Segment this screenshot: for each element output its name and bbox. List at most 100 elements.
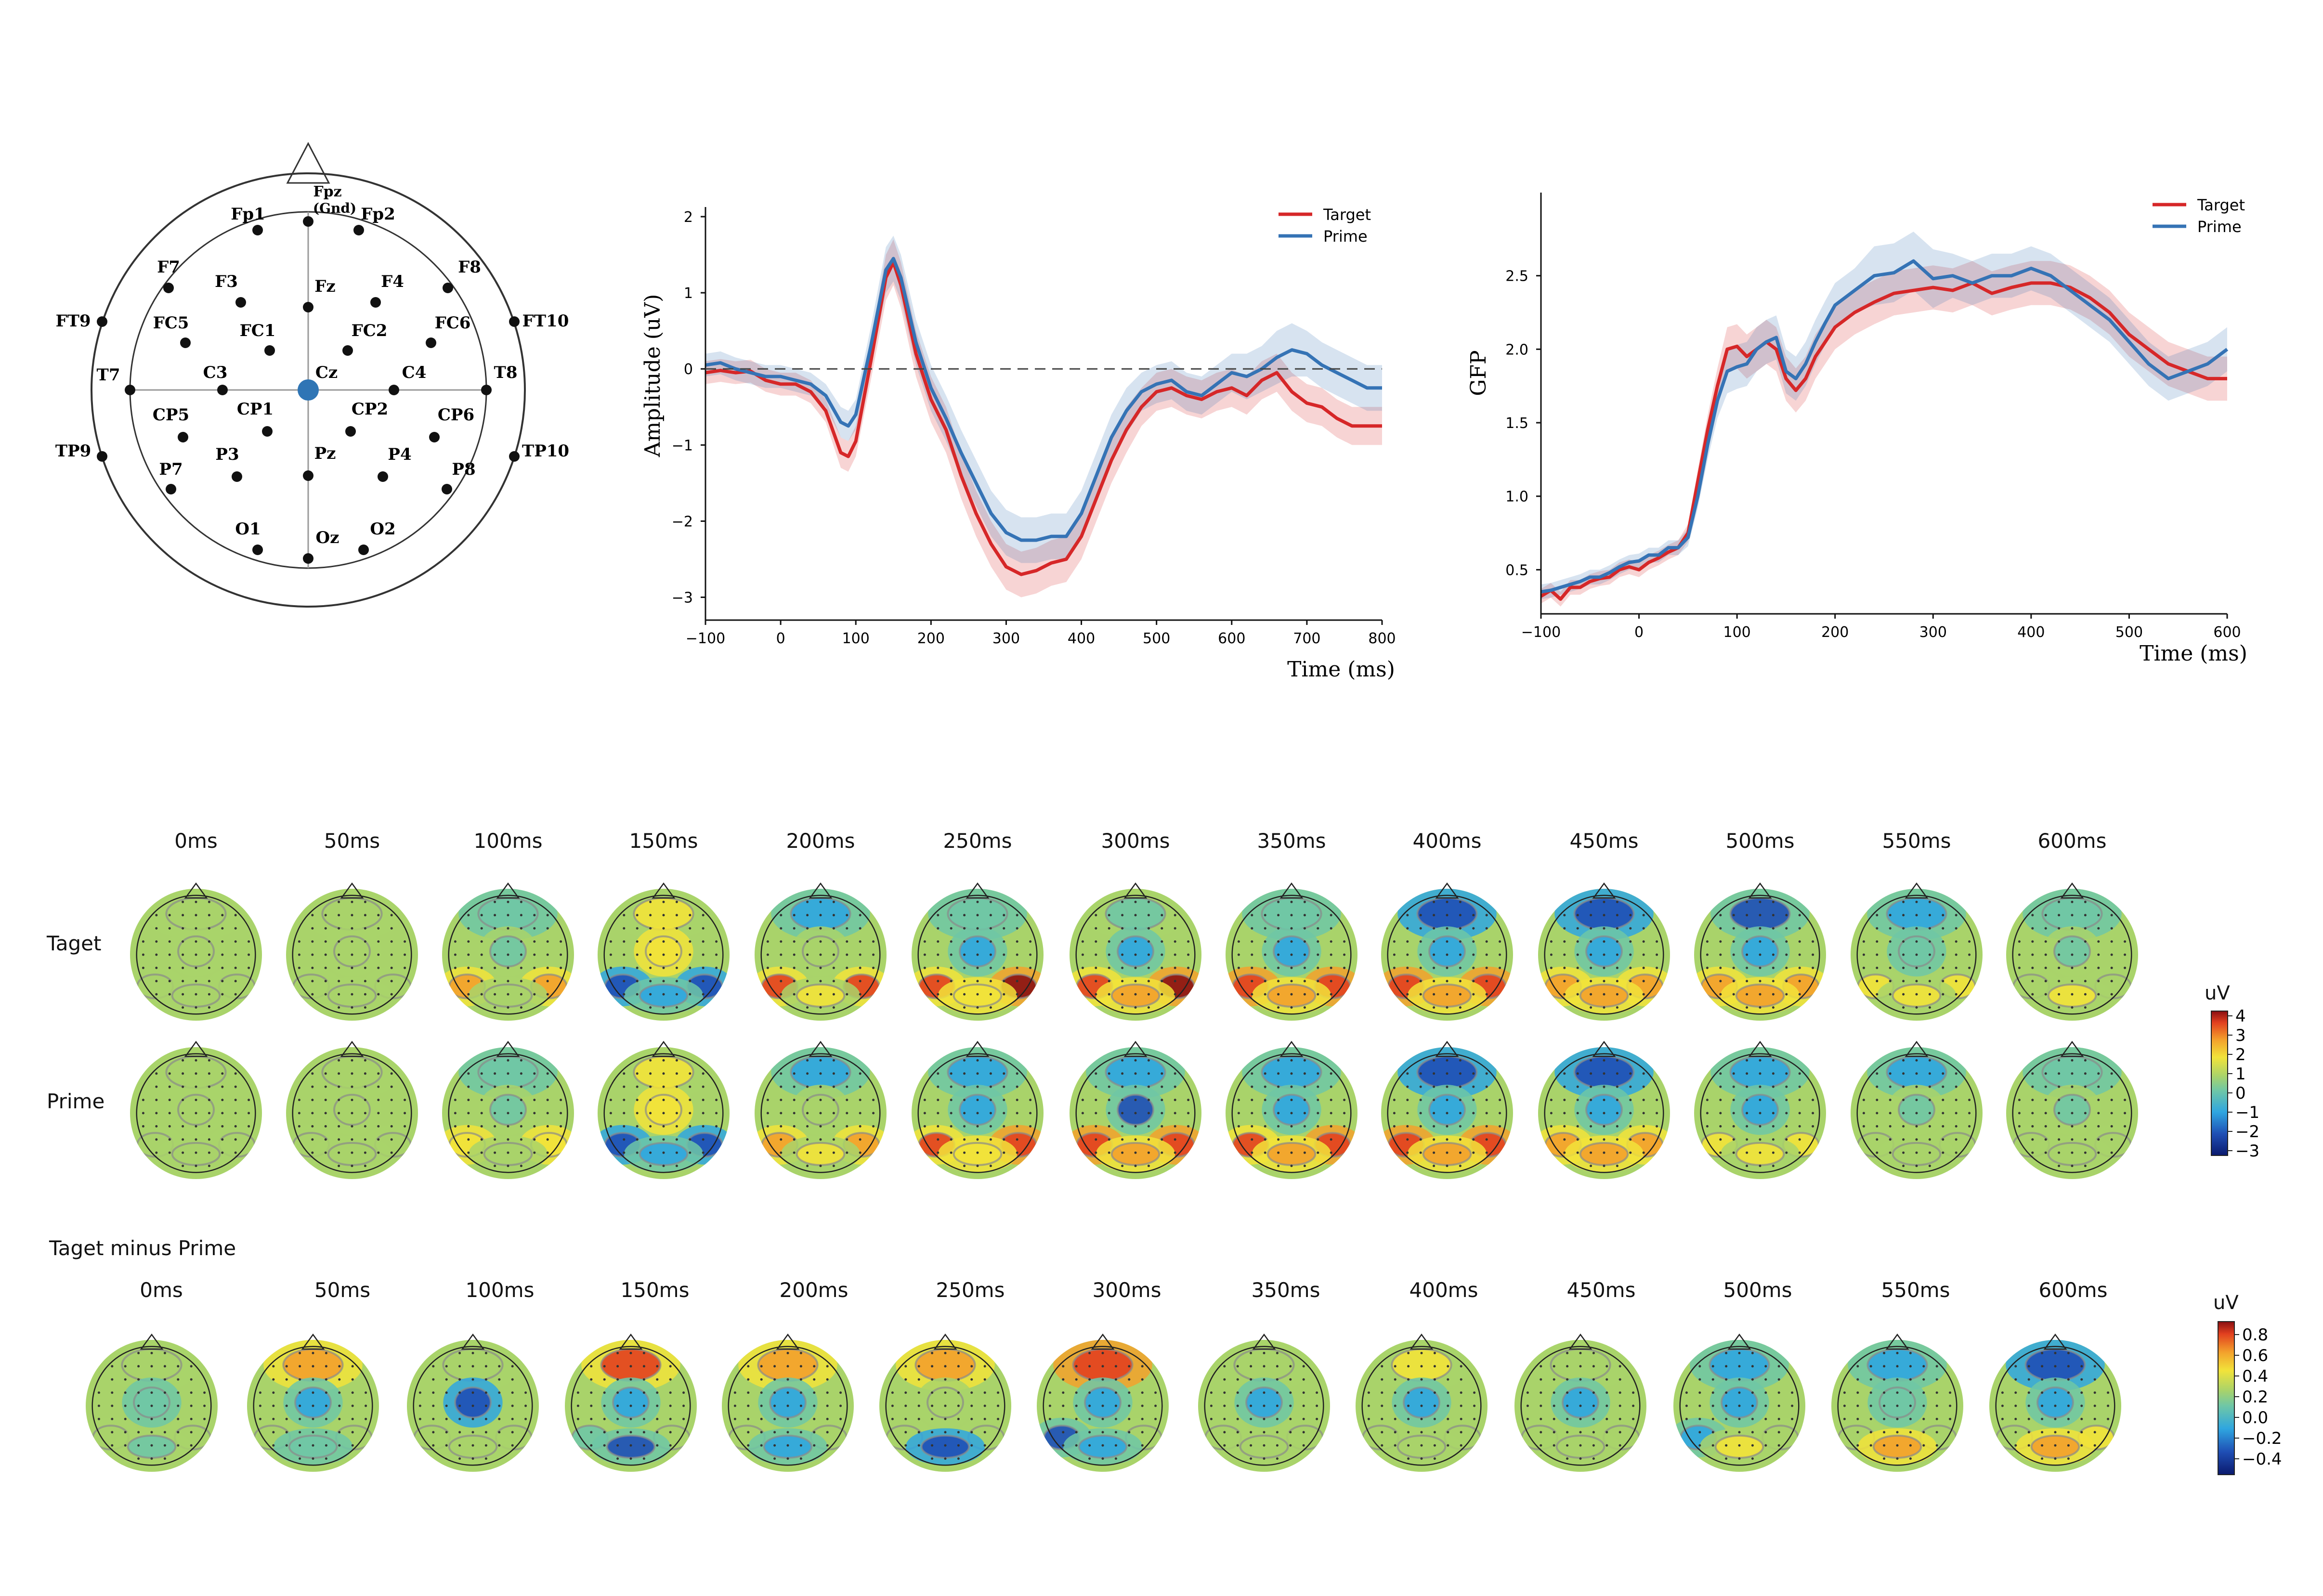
erp-amplitude-chart: −100 0 100 200 300 400 500 600 700 800 2 1 0 −1 −2 −3 A… [640,206,1396,682]
confidence-band-prime [705,235,1382,563]
head-outline [760,895,881,1015]
head-outline [1700,895,1820,1015]
head-outline [1679,1346,1800,1466]
nose-marker [1905,882,1929,899]
x-tick-label: −100 [1521,624,1561,641]
electrode-fc1 [264,345,275,356]
electrode-label: P7 [159,460,183,479]
electrode-label: TP10 [522,441,569,461]
head-outline [1995,1346,2115,1466]
head-outline [760,1053,881,1173]
time-label-bottom: 350ms [1251,1278,1320,1302]
topomap-diff-500ms [1673,1333,1805,1472]
head-outline [571,1346,691,1466]
y-tick-label: −1 [672,437,693,454]
time-label-bottom: 100ms [465,1278,535,1302]
nose-marker [1592,1040,1616,1057]
series-line-prime [1540,259,2229,594]
topomap-prime-500ms [1694,1040,1826,1179]
topomap-prime-100ms [442,1040,574,1179]
colorbar-main [2211,1011,2228,1156]
electrode-label: Cz [315,363,338,382]
head-outline [136,1053,256,1173]
electrode-p4 [378,471,388,482]
nose-marker [1279,1040,1304,1057]
nose-marker [496,882,520,899]
time-label-bottom: 600ms [2038,1278,2108,1302]
head-outline [917,895,1038,1015]
topomap-target-350ms [1226,882,1357,1021]
colorbar-tick-label: 0.0 [2242,1408,2268,1427]
colorbar-tick-label: −2 [2235,1122,2259,1142]
x-tick-label: 0 [1634,624,1644,641]
y-tick-label: 2.5 [1505,268,1528,285]
time-label-top: 150ms [629,829,698,853]
electrode-fz [303,302,313,312]
y-tick-label: 0.5 [1505,562,1528,579]
time-label-bottom: 400ms [1409,1278,1478,1302]
electrode-fc2 [342,345,353,356]
electrode-tp9 [97,451,107,462]
x-tick-label: 600 [2213,624,2241,641]
x-tick-label: 500 [1143,630,1170,647]
head-outline [1544,1053,1664,1173]
colorbar-main-unit: uV [2205,982,2230,1004]
topomap-diff-550ms [1831,1333,1963,1472]
electrode-label: F8 [458,258,481,277]
legend-label-target: Target [1323,206,1371,224]
nose-marker [2043,1333,2067,1350]
topomap-prime-0ms [130,1040,262,1179]
colorbar-tick-label: 4 [2235,1007,2246,1026]
time-label-top: 250ms [943,829,1012,853]
electrode-label: F3 [215,272,238,291]
head-outline [448,1053,568,1173]
head-outline [728,1346,848,1466]
row-label-prime: Prime [47,1090,105,1113]
topomap-grid-main [130,882,2138,1179]
nose-marker [340,882,364,899]
electrode-label: FT10 [522,311,569,331]
y-tick-label: −2 [672,513,693,530]
electrode-fp2 [353,225,364,235]
nose-marker [1727,1333,1751,1350]
topomap-grid-diff [86,1333,2121,1472]
electrode-t8 [481,385,492,395]
electrode-label: T7 [97,365,120,385]
section-title-diff: Taget minus Prime [49,1236,236,1260]
nose-marker [1568,1333,1592,1350]
nose-marker [140,1333,164,1350]
topomap-prime-450ms [1538,1040,1670,1179]
topomap-prime-250ms [912,1040,1044,1179]
head-outer-circle [91,172,526,608]
colorbar-tick-label: 2 [2235,1045,2246,1064]
y-tick-label: 1 [684,285,693,302]
nose-marker [809,1040,833,1057]
nose-marker [652,882,676,899]
nose-marker [2060,1040,2084,1057]
electrode-label: Fpz [313,183,341,200]
electrode-f8 [443,283,453,293]
electrode-label: O2 [370,519,395,539]
x-tick-label: 400 [1068,630,1095,647]
nose-marker [1435,1040,1459,1057]
electrode-cp1 [262,426,273,437]
electrode-ft10 [509,316,520,327]
time-label-bottom: 550ms [1881,1278,1950,1302]
topomap-diff-250ms [879,1333,1011,1472]
electrode-label: FC1 [240,321,276,340]
x-tick-label: 100 [842,630,870,647]
nose-marker [1748,882,1772,899]
nose-marker [496,1040,520,1057]
nose-marker [966,1040,990,1057]
electrode-label: T8 [494,363,518,382]
time-label-bottom: 200ms [779,1278,848,1302]
x-tick-label: 200 [917,630,945,647]
electrode-tp10 [509,451,520,462]
legend-label-target: Target [2197,196,2245,214]
electrode-t7 [125,385,135,395]
x-tick-label: 200 [1821,624,1849,641]
topomap-prime-550ms [1851,1040,1983,1179]
y-tick-label: −3 [672,590,693,607]
electrode-cp2 [345,426,356,437]
